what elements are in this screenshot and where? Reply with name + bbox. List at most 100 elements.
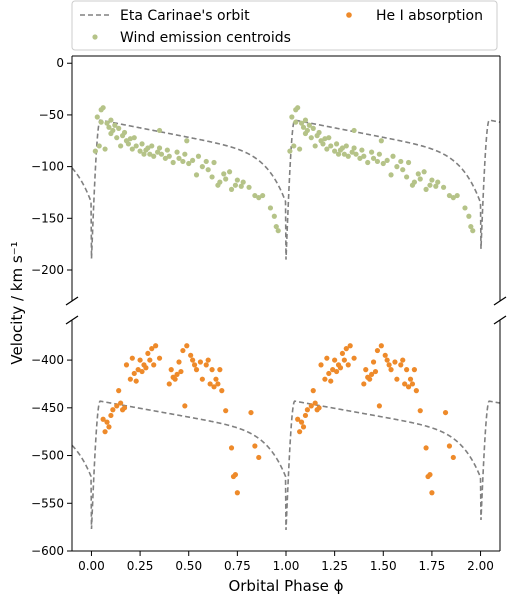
he-absorption-point-2-b bbox=[298, 419, 305, 425]
wind-emission-point-57-b bbox=[423, 186, 429, 192]
legend-orbit-label: Eta Carinae's orbit bbox=[120, 8, 250, 24]
wind-emission-point-0-b bbox=[287, 148, 293, 154]
wind-emission-point-12-b bbox=[306, 122, 312, 128]
wind-emission-point-0-a bbox=[92, 148, 98, 154]
wind-emission-point-55-b bbox=[417, 176, 423, 182]
wind-emission-point-47-a bbox=[199, 164, 205, 170]
wind-emission-point-56-a bbox=[226, 169, 233, 175]
wind-emission-point-63-b bbox=[446, 192, 453, 199]
wind-emission-point-11-a bbox=[110, 127, 116, 134]
wind-emission-point-69-b bbox=[470, 228, 476, 234]
he-absorption-point-53-a bbox=[228, 445, 235, 451]
y-tick-label-bottom-4: −600 bbox=[31, 544, 64, 558]
he-absorption-point-41-b bbox=[392, 359, 398, 365]
wind-emission-point-2-a bbox=[96, 143, 102, 149]
x-tick-label-0: 0.00 bbox=[78, 559, 105, 573]
wind-emission-point-33-a bbox=[156, 145, 163, 151]
he-absorption-point-21-a bbox=[145, 350, 151, 357]
he-absorption-point-11-a bbox=[123, 362, 130, 368]
wind-emission-point-54-b bbox=[415, 171, 421, 177]
wind-emission-point-40-a bbox=[176, 155, 182, 161]
he-absorption-point-14-a bbox=[131, 370, 137, 377]
wind-emission-point-29-b bbox=[341, 151, 347, 157]
wind-emission-point-48-a bbox=[203, 158, 209, 165]
wind-emission-point-8-a bbox=[106, 124, 112, 130]
legend-hei-label: He I absorption bbox=[376, 8, 483, 24]
he-absorption-point-51-a bbox=[219, 388, 225, 394]
he-absorption-point-8-b bbox=[312, 400, 318, 406]
wind-emission-point-30-b bbox=[343, 143, 349, 149]
x-axis-label: Orbital Phase ϕ bbox=[228, 577, 343, 595]
he-absorption-point-0-b bbox=[295, 416, 301, 422]
he-absorption-point-4-a bbox=[108, 412, 114, 419]
y-tick-label-bottom-3: −550 bbox=[31, 496, 64, 510]
he-absorption-point-48-b bbox=[407, 376, 414, 382]
wind-emission-point-26-b bbox=[335, 151, 342, 157]
x-tick-label-6: 1.50 bbox=[370, 559, 397, 573]
he-absorption-point-34-a bbox=[180, 347, 186, 354]
he-absorption-point-6-b bbox=[308, 403, 314, 409]
wind-emission-point-35-a bbox=[162, 155, 168, 161]
wind-emission-point-14-b bbox=[310, 125, 316, 131]
wind-emission-point-61-b bbox=[435, 179, 441, 185]
he-absorption-point-20-b bbox=[337, 365, 344, 371]
he-absorption-point-10-b bbox=[316, 405, 322, 411]
wind-emission-point-46-b bbox=[390, 153, 396, 159]
he-absorption-point-34-b bbox=[374, 347, 381, 354]
x-tick-label-3: 0.75 bbox=[224, 559, 251, 573]
wind-emission-point-1-a bbox=[94, 114, 100, 120]
wind-emission-point-1-b bbox=[289, 114, 295, 120]
x-tick-label-8: 2.00 bbox=[467, 559, 494, 573]
x-tick-label-2: 0.50 bbox=[175, 559, 202, 573]
he-absorption-point-42-b bbox=[394, 376, 400, 382]
legend-box bbox=[71, 0, 498, 51]
he-absorption-point-39-a bbox=[191, 362, 198, 368]
wind-emission-point-70-b bbox=[378, 138, 384, 144]
wind-emission-point-19-a bbox=[125, 141, 132, 147]
wind-emission-point-14-a bbox=[116, 125, 122, 131]
he-absorption-point-17-a bbox=[137, 357, 143, 363]
wind-emission-point-65-a bbox=[260, 192, 266, 199]
legend-hei-swatch bbox=[346, 12, 352, 18]
he-absorption-point-59-a bbox=[256, 454, 262, 461]
he-absorption-point-33-b bbox=[372, 368, 379, 375]
wind-emission-point-66-a bbox=[267, 205, 274, 211]
wind-emission-point-39-b bbox=[369, 149, 375, 155]
legend-wind-label: Wind emission centroids bbox=[120, 30, 291, 46]
wind-emission-point-55-a bbox=[223, 176, 229, 182]
wind-emission-point-59-b bbox=[429, 177, 435, 183]
wind-emission-point-64-a bbox=[256, 195, 262, 201]
he-absorption-point-45-b bbox=[402, 381, 408, 387]
he-absorption-point-17-b bbox=[332, 357, 338, 363]
x-tick-label-1: 0.25 bbox=[127, 559, 154, 573]
he-absorption-point-32-a bbox=[176, 359, 182, 365]
he-absorption-point-43-b bbox=[398, 362, 404, 368]
he-absorption-point-36-b bbox=[378, 343, 384, 349]
wind-emission-point-30-a bbox=[149, 143, 155, 149]
y-axis-label: Velocity / km s⁻¹ bbox=[8, 241, 26, 364]
he-absorption-point-31-b bbox=[369, 371, 375, 378]
wind-emission-point-6-a bbox=[102, 146, 108, 152]
he-absorption-point-37-a bbox=[188, 352, 194, 358]
he-absorption-point-27-a bbox=[166, 381, 172, 387]
he-absorption-point-57-b bbox=[442, 409, 449, 416]
he-absorption-point-1-a bbox=[102, 429, 108, 435]
he-absorption-point-30-b bbox=[367, 376, 373, 382]
wind-emission-point-28-a bbox=[145, 145, 151, 151]
axis-break-mark-top-0 bbox=[65, 296, 79, 306]
he-absorption-point-3-a bbox=[106, 424, 112, 430]
wind-emission-point-43-b bbox=[380, 160, 386, 167]
legend-wind-swatch bbox=[92, 34, 98, 40]
wind-emission-point-45-b bbox=[388, 172, 394, 178]
he-absorption-point-42-a bbox=[199, 376, 205, 382]
he-absorption-point-40-b bbox=[388, 367, 394, 373]
he-absorption-point-50-a bbox=[217, 367, 223, 373]
he-absorption-point-44-b bbox=[400, 357, 406, 363]
wind-emission-point-24-a bbox=[137, 148, 143, 154]
he-absorption-point-41-a bbox=[197, 359, 203, 365]
wind-emission-point-11-b bbox=[304, 127, 310, 134]
wind-emission-point-22-a bbox=[131, 135, 137, 141]
wind-emission-point-48-b bbox=[398, 158, 404, 165]
wind-emission-point-60-b bbox=[433, 183, 439, 189]
he-absorption-point-36-a bbox=[184, 343, 190, 349]
